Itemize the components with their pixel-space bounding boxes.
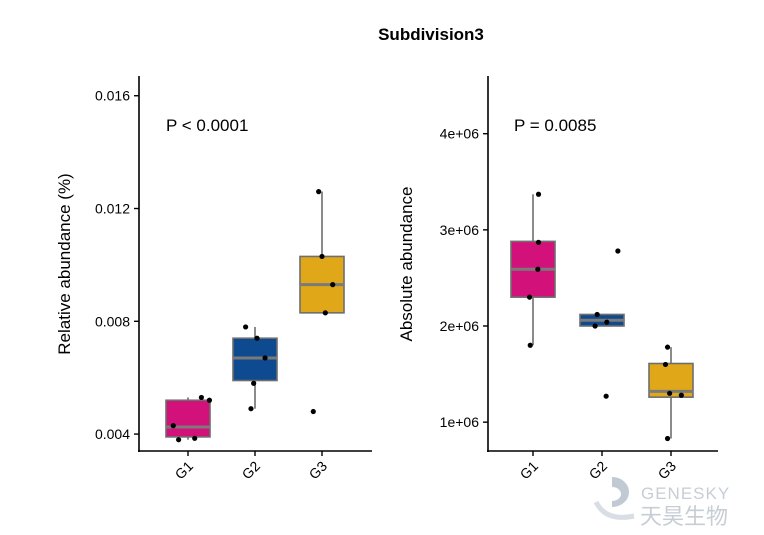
y-tick-label: 0.004: [95, 426, 130, 442]
chart-title: Subdivision3: [378, 25, 484, 44]
data-point: [254, 335, 260, 341]
x-tick-label: G3: [306, 458, 331, 483]
data-point: [262, 355, 268, 361]
data-point: [319, 253, 325, 260]
data-point: [330, 282, 336, 288]
data-point: [316, 189, 322, 195]
x-tick-label: G2: [239, 458, 264, 483]
watermark-latin: GENESKY: [641, 484, 730, 503]
data-point: [170, 423, 176, 429]
data-point: [592, 323, 598, 329]
data-point: [603, 393, 609, 399]
data-point: [594, 311, 600, 318]
x-tick-label: G1: [517, 458, 542, 483]
data-point: [192, 435, 198, 441]
box-G3: [299, 189, 345, 415]
data-point: [604, 319, 610, 325]
data-point: [310, 408, 316, 415]
data-point: [176, 437, 182, 443]
genesky-logo-icon: [593, 477, 635, 520]
y-tick-label: 3e+06: [440, 222, 480, 238]
data-point: [198, 394, 204, 401]
data-point: [535, 239, 542, 245]
data-point: [615, 248, 621, 254]
data-point: [251, 380, 257, 386]
box-G2: [232, 324, 278, 412]
x-tick-label: G3: [655, 458, 680, 483]
data-point: [243, 324, 249, 330]
data-point: [526, 294, 533, 300]
box-G1: [165, 394, 213, 443]
data-point: [664, 435, 671, 442]
y-tick-label: 2e+06: [440, 318, 480, 334]
y-tick-label: 0.012: [95, 201, 130, 217]
data-point: [678, 392, 684, 398]
data-point: [662, 361, 669, 368]
y-axis-label: Relative abundance (%): [55, 173, 74, 354]
data-point: [667, 390, 673, 396]
data-point: [535, 266, 541, 272]
box-G3: [648, 344, 694, 442]
data-point: [322, 310, 328, 316]
data-point: [527, 342, 533, 348]
data-point: [248, 406, 254, 412]
data-point: [206, 397, 213, 403]
y-tick-label: 0.008: [95, 313, 130, 329]
p-value-annotation: P < 0.0001: [166, 116, 248, 135]
box-G1: [510, 191, 556, 348]
y-tick-label: 4e+06: [440, 126, 480, 142]
data-point: [535, 191, 542, 197]
box-G2: [579, 248, 625, 399]
p-value-annotation: P = 0.0085: [514, 116, 596, 135]
panel-absolute-abundance: Absolute abundance P = 0.0085 1e+06 2e+06…: [397, 76, 718, 482]
y-tick-label: 1e+06: [440, 414, 480, 430]
y-tick-label: 0.016: [95, 88, 130, 104]
panel-relative-abundance: Relative abundance (%) P < 0.0001 0.004 0…: [55, 76, 372, 482]
y-axis-label: Absolute abundance: [397, 186, 416, 341]
x-tick-label: G2: [586, 458, 611, 483]
x-tick-label: G1: [172, 458, 197, 483]
data-point: [664, 344, 671, 350]
watermark-cjk: 天昊生物: [640, 504, 728, 529]
box-body: [165, 399, 211, 438]
genesky-watermark: GENESKY 天昊生物: [593, 477, 730, 529]
